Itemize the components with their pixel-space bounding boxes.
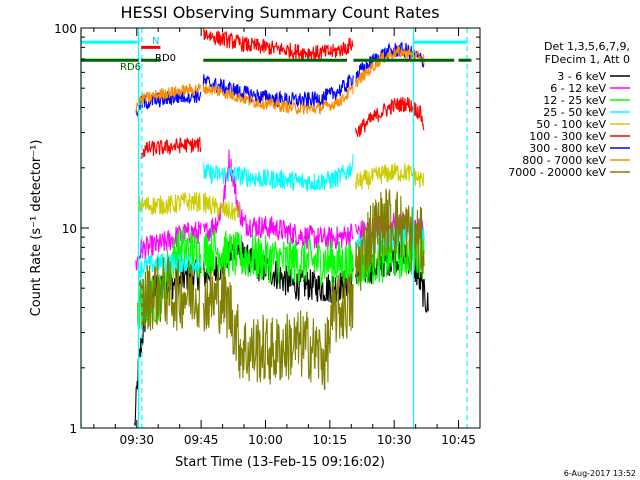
series-trace bbox=[135, 83, 202, 114]
series-trace bbox=[355, 96, 425, 139]
chart-title: HESSI Observing Summary Count Rates bbox=[120, 3, 439, 22]
x-axis-label: Start Time (13-Feb-15 09:16:02) bbox=[175, 455, 385, 470]
series-trace bbox=[138, 192, 202, 216]
series-trace bbox=[138, 253, 202, 280]
y-tick-label: 1 bbox=[69, 422, 77, 436]
series-trace bbox=[202, 228, 354, 289]
legend-label: 100 - 300 keV bbox=[529, 130, 606, 143]
x-tick-label: 10:00 bbox=[248, 433, 283, 447]
legend-header-line-2: FDecim 1, Att 0 bbox=[545, 53, 630, 66]
legend-label: 800 - 7000 keV bbox=[522, 154, 606, 167]
legend-label: 25 - 50 keV bbox=[543, 106, 606, 119]
footer-timestamp: 6-Aug-2017 13:52 bbox=[564, 469, 636, 478]
series-trace bbox=[202, 266, 354, 391]
x-tick-label: 09:30 bbox=[119, 433, 154, 447]
x-tick-label: 10:15 bbox=[313, 433, 348, 447]
x-tick-label: 10:30 bbox=[377, 433, 412, 447]
series-800-7000-kev bbox=[135, 46, 425, 116]
series-trace bbox=[355, 46, 425, 88]
x-tick-label: 09:45 bbox=[184, 433, 219, 447]
legend-label: 3 - 6 keV bbox=[557, 70, 606, 83]
series-100-300-kev bbox=[140, 28, 425, 160]
annotation-n: N bbox=[152, 36, 159, 47]
series-trace bbox=[203, 154, 354, 192]
series-trace bbox=[202, 149, 354, 250]
annotation-rd6: RD6 bbox=[120, 62, 141, 73]
axes-layer: 09:30 09:45 10:00 10:15 10:30 10:45 1 10 100 bbox=[54, 22, 481, 447]
legend-label: 6 - 12 keV bbox=[550, 82, 606, 95]
y-axis-label: Count Rate (s⁻¹ detector⁻¹) bbox=[29, 140, 44, 317]
legend-label: 300 - 800 keV bbox=[529, 142, 606, 155]
x-tick-label: 10:45 bbox=[441, 433, 476, 447]
series-trace bbox=[355, 162, 425, 190]
series-trace bbox=[355, 188, 425, 291]
legend: Det 1,3,5,6,7,9, FDecim 1, Att 0 3 - 6 k… bbox=[508, 40, 630, 179]
annotation-rd0: RD0 bbox=[155, 53, 176, 64]
series-trace bbox=[202, 192, 240, 221]
series-7000-20000-kev bbox=[137, 188, 425, 391]
series-layer bbox=[134, 28, 429, 426]
series-trace bbox=[202, 83, 354, 116]
series-trace bbox=[137, 257, 202, 331]
legend-header-line-1: Det 1,3,5,6,7,9, bbox=[544, 40, 630, 53]
y-tick-label: 10 bbox=[62, 222, 77, 236]
series-trace bbox=[203, 28, 354, 61]
series-trace bbox=[135, 88, 202, 118]
series-trace bbox=[202, 74, 354, 108]
series-trace bbox=[135, 221, 202, 271]
legend-label: 12 - 25 keV bbox=[543, 94, 606, 107]
y-tick-label: 100 bbox=[54, 22, 77, 36]
legend-label: 7000 - 20000 keV bbox=[508, 166, 606, 179]
series-50-100-kev bbox=[138, 162, 425, 221]
series-trace bbox=[140, 136, 202, 160]
legend-label: 50 - 100 keV bbox=[536, 118, 606, 131]
